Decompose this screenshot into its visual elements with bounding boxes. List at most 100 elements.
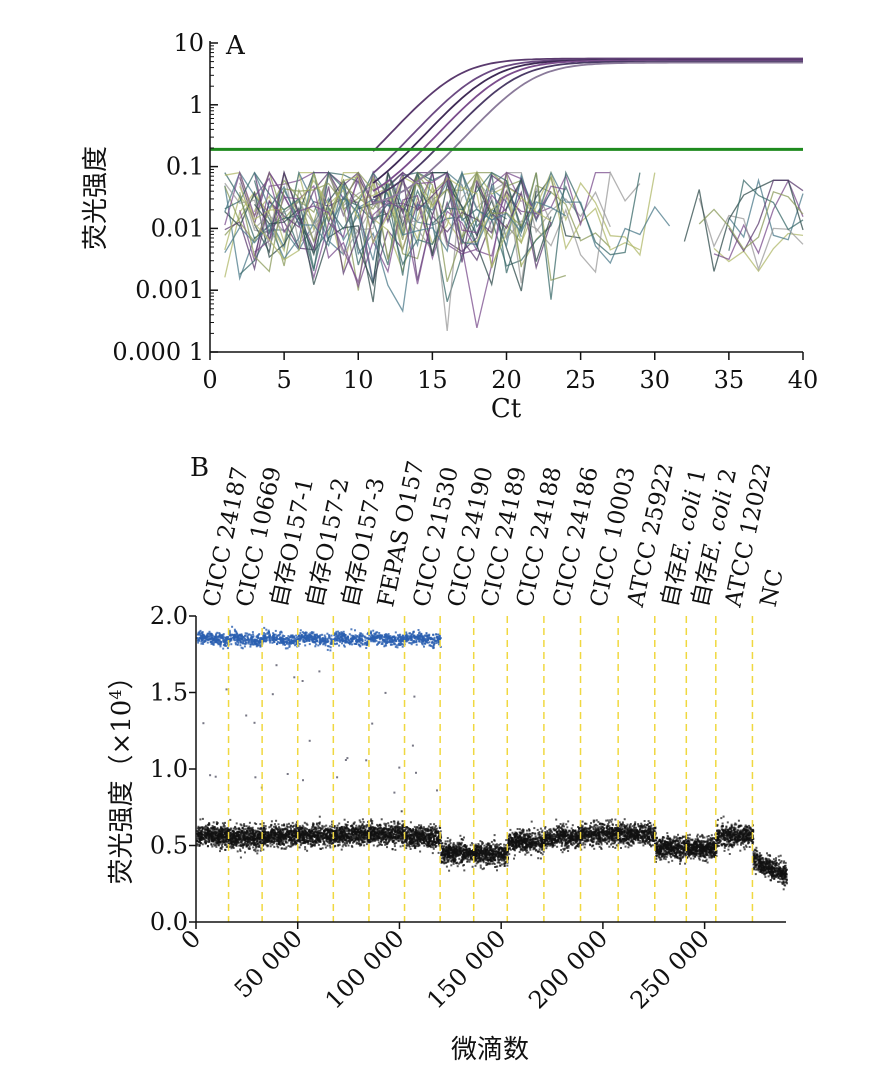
negative-droplet: [511, 831, 514, 834]
negative-droplet: [270, 835, 273, 838]
negative-droplet: [345, 835, 348, 838]
negative-droplet: [434, 831, 436, 834]
negative-droplet: [204, 835, 207, 838]
negative-droplet: [469, 844, 472, 847]
negative-droplet: [524, 853, 527, 856]
negative-droplet: [399, 832, 402, 834]
negative-droplet: [328, 842, 331, 845]
negative-droplet: [490, 840, 493, 843]
negative-droplet: [216, 840, 219, 843]
negative-droplet: [325, 836, 328, 839]
negative-droplet: [402, 834, 405, 837]
negative-droplet: [218, 841, 221, 844]
negative-droplet: [450, 846, 453, 849]
negative-droplet: [440, 854, 443, 857]
negative-droplet: [288, 822, 290, 825]
negative-droplet: [447, 846, 450, 849]
negative-droplet: [234, 828, 237, 831]
negative-droplet: [360, 844, 363, 847]
negative-droplet: [506, 854, 509, 856]
negative-droplet: [409, 828, 412, 831]
negative-droplet: [416, 845, 419, 848]
negative-droplet: [522, 828, 524, 831]
negative-droplet: [200, 832, 203, 835]
negative-droplet: [421, 833, 424, 836]
negative-droplet: [286, 829, 289, 832]
negative-droplet: [434, 845, 437, 848]
negative-droplet: [322, 837, 325, 840]
y-tick-label: 0.01: [151, 214, 204, 242]
negative-droplet: [360, 826, 363, 829]
amplification-curve-4: [372, 59, 803, 192]
negative-droplet: [306, 834, 309, 837]
negative-droplet: [429, 829, 432, 831]
negative-droplet: [216, 834, 219, 837]
negative-droplet: [530, 846, 532, 848]
negative-droplet: [277, 831, 280, 834]
negative-droplet: [327, 827, 329, 830]
negative-droplet: [298, 831, 301, 834]
negative-droplet: [211, 832, 214, 835]
negative-droplet: [338, 826, 341, 829]
negative-droplet: [304, 838, 307, 841]
negative-droplet: [504, 849, 507, 852]
negative-droplet: [262, 839, 264, 841]
negative-droplet: [197, 825, 200, 828]
negative-droplet: [397, 822, 400, 825]
noise-trace: [239, 170, 611, 261]
negative-droplet: [414, 829, 417, 832]
negative-droplet: [330, 840, 332, 843]
negative-droplet: [460, 851, 462, 854]
negative-droplet: [236, 838, 239, 841]
negative-droplet: [232, 839, 235, 842]
negative-droplet: [499, 856, 502, 859]
negative-droplet: [491, 857, 494, 860]
negative-droplet: [209, 836, 211, 839]
negative-droplet: [498, 856, 501, 859]
negative-droplet: [238, 836, 241, 839]
negative-droplet: [358, 828, 361, 831]
negative-droplet: [531, 846, 534, 849]
negative-droplet: [278, 827, 281, 830]
negative-droplet: [521, 848, 524, 851]
negative-droplet: [412, 828, 415, 830]
negative-droplet: [391, 831, 393, 834]
negative-droplet: [240, 824, 243, 827]
negative-droplet: [254, 829, 256, 832]
negative-droplet: [247, 843, 250, 846]
negative-droplet: [252, 846, 255, 849]
negative-droplet: [284, 838, 287, 841]
negative-droplet: [273, 828, 276, 831]
negative-droplet: [357, 826, 360, 829]
negative-droplet: [329, 846, 332, 849]
negative-droplet: [272, 825, 275, 828]
negative-droplet: [378, 824, 381, 827]
negative-droplet: [267, 837, 270, 839]
negative-droplet: [408, 832, 411, 835]
negative-droplet: [484, 849, 487, 852]
negative-droplet: [509, 834, 511, 836]
negative-droplet: [424, 832, 427, 835]
negative-droplet: [213, 825, 216, 828]
negative-droplet: [432, 836, 435, 839]
negative-droplet: [233, 840, 236, 843]
x-tick-label: 5: [276, 366, 291, 394]
negative-droplet: [321, 824, 324, 827]
amplification-curve-5: [372, 60, 803, 199]
negative-droplet: [281, 828, 284, 831]
negative-droplet: [406, 842, 409, 845]
negative-droplet: [469, 855, 472, 858]
negative-droplet: [314, 839, 317, 842]
negative-droplet: [259, 823, 262, 826]
negative-droplet: [301, 824, 304, 827]
negative-droplet: [397, 825, 400, 828]
negative-droplet: [247, 847, 250, 850]
negative-droplet: [253, 835, 256, 838]
negative-droplet: [209, 835, 211, 837]
negative-droplet: [426, 841, 428, 844]
negative-droplet: [414, 839, 417, 842]
negative-droplet: [264, 825, 267, 828]
negative-droplet: [282, 824, 285, 827]
negative-droplet: [408, 835, 411, 837]
negative-droplet: [196, 830, 199, 832]
